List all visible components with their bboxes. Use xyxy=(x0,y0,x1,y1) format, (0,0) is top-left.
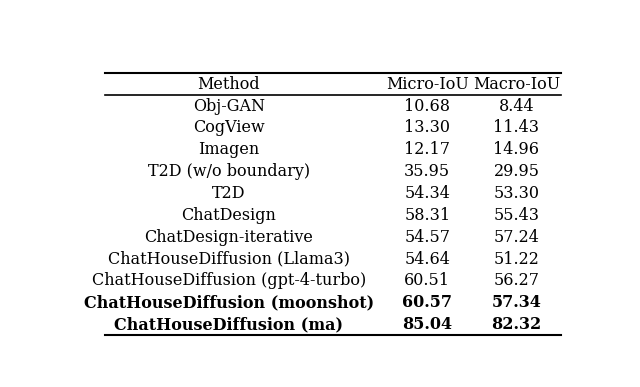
Text: 54.34: 54.34 xyxy=(404,185,450,202)
Text: Method: Method xyxy=(198,76,260,92)
Text: T2D (w/o boundary): T2D (w/o boundary) xyxy=(148,163,310,180)
Text: ChatDesign: ChatDesign xyxy=(181,207,276,224)
Text: 13.30: 13.30 xyxy=(404,120,450,136)
Text: 60.57: 60.57 xyxy=(402,294,452,311)
Text: ChatDesign-iterative: ChatDesign-iterative xyxy=(145,229,313,246)
Text: Macro-IoU: Macro-IoU xyxy=(473,76,560,92)
Text: Obj-GAN: Obj-GAN xyxy=(193,98,265,115)
Text: 54.57: 54.57 xyxy=(404,229,450,246)
Text: 12.17: 12.17 xyxy=(404,141,450,158)
Text: ChatHouseDiffusion (moonshot): ChatHouseDiffusion (moonshot) xyxy=(84,294,374,311)
Text: CogView: CogView xyxy=(193,120,265,136)
Text: 8.44: 8.44 xyxy=(499,98,534,115)
Text: T2D: T2D xyxy=(212,185,246,202)
Text: ChatHouseDiffusion (gpt-4-turbo): ChatHouseDiffusion (gpt-4-turbo) xyxy=(92,272,366,289)
Text: 10.68: 10.68 xyxy=(404,98,450,115)
Text: ChatHouseDiffusion (ma): ChatHouseDiffusion (ma) xyxy=(115,316,343,333)
Text: 58.31: 58.31 xyxy=(404,207,451,224)
Text: 51.22: 51.22 xyxy=(493,250,540,267)
Text: Imagen: Imagen xyxy=(198,141,259,158)
Text: Micro-IoU: Micro-IoU xyxy=(386,76,468,92)
Text: 35.95: 35.95 xyxy=(404,163,451,180)
Text: 56.27: 56.27 xyxy=(493,272,540,289)
Text: 82.32: 82.32 xyxy=(492,316,541,333)
Text: 54.64: 54.64 xyxy=(404,250,450,267)
Text: 60.51: 60.51 xyxy=(404,272,450,289)
Text: ChatHouseDiffusion (Llama3): ChatHouseDiffusion (Llama3) xyxy=(108,250,350,267)
Text: 57.24: 57.24 xyxy=(493,229,540,246)
Text: 53.30: 53.30 xyxy=(493,185,540,202)
Text: 55.43: 55.43 xyxy=(493,207,540,224)
Text: 29.95: 29.95 xyxy=(493,163,540,180)
Text: 57.34: 57.34 xyxy=(492,294,541,311)
Text: 11.43: 11.43 xyxy=(493,120,540,136)
Text: 85.04: 85.04 xyxy=(402,316,452,333)
Text: 14.96: 14.96 xyxy=(493,141,540,158)
